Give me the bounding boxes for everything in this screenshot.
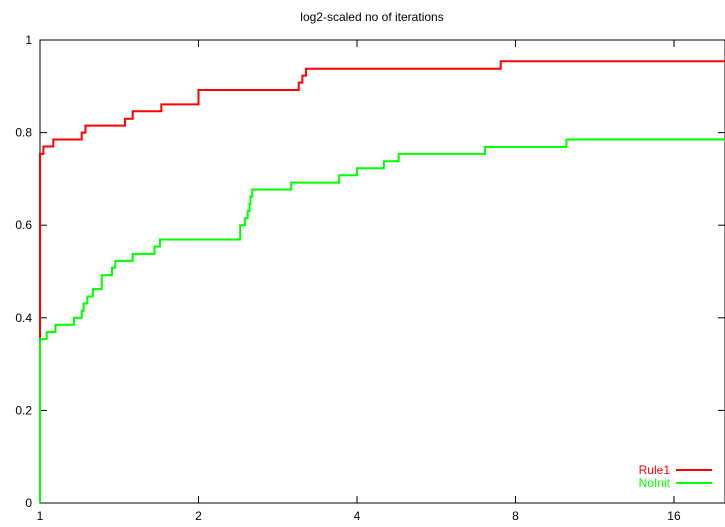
y-axis: 0 0.2 0.4 0.6 0.8 1 (15, 33, 725, 510)
series-group (39, 60, 725, 503)
y-tick-label: 0.8 (15, 126, 32, 140)
chart-title: log2-scaled no of iterations (300, 10, 443, 24)
y-tick-label: 0.4 (15, 311, 32, 325)
legend-label-rule1: Rule1 (639, 463, 671, 477)
x-tick-label: 16 (667, 509, 681, 523)
series-line-rule1 (39, 60, 725, 341)
x-tick-label: 8 (512, 509, 519, 523)
x-tick-label: 2 (195, 509, 202, 523)
y-tick-label: 1 (25, 33, 32, 47)
x-tick-label: 4 (354, 509, 361, 523)
legend-label-noinit: NoInit (639, 476, 671, 490)
x-tick-label: 1 (37, 509, 44, 523)
series-line-noinit (39, 138, 725, 503)
y-tick-label: 0.2 (15, 403, 32, 417)
x-axis: 1 2 4 8 16 (37, 40, 681, 523)
y-tick-label: 0 (25, 496, 32, 510)
y-tick-label: 0.6 (15, 218, 32, 232)
